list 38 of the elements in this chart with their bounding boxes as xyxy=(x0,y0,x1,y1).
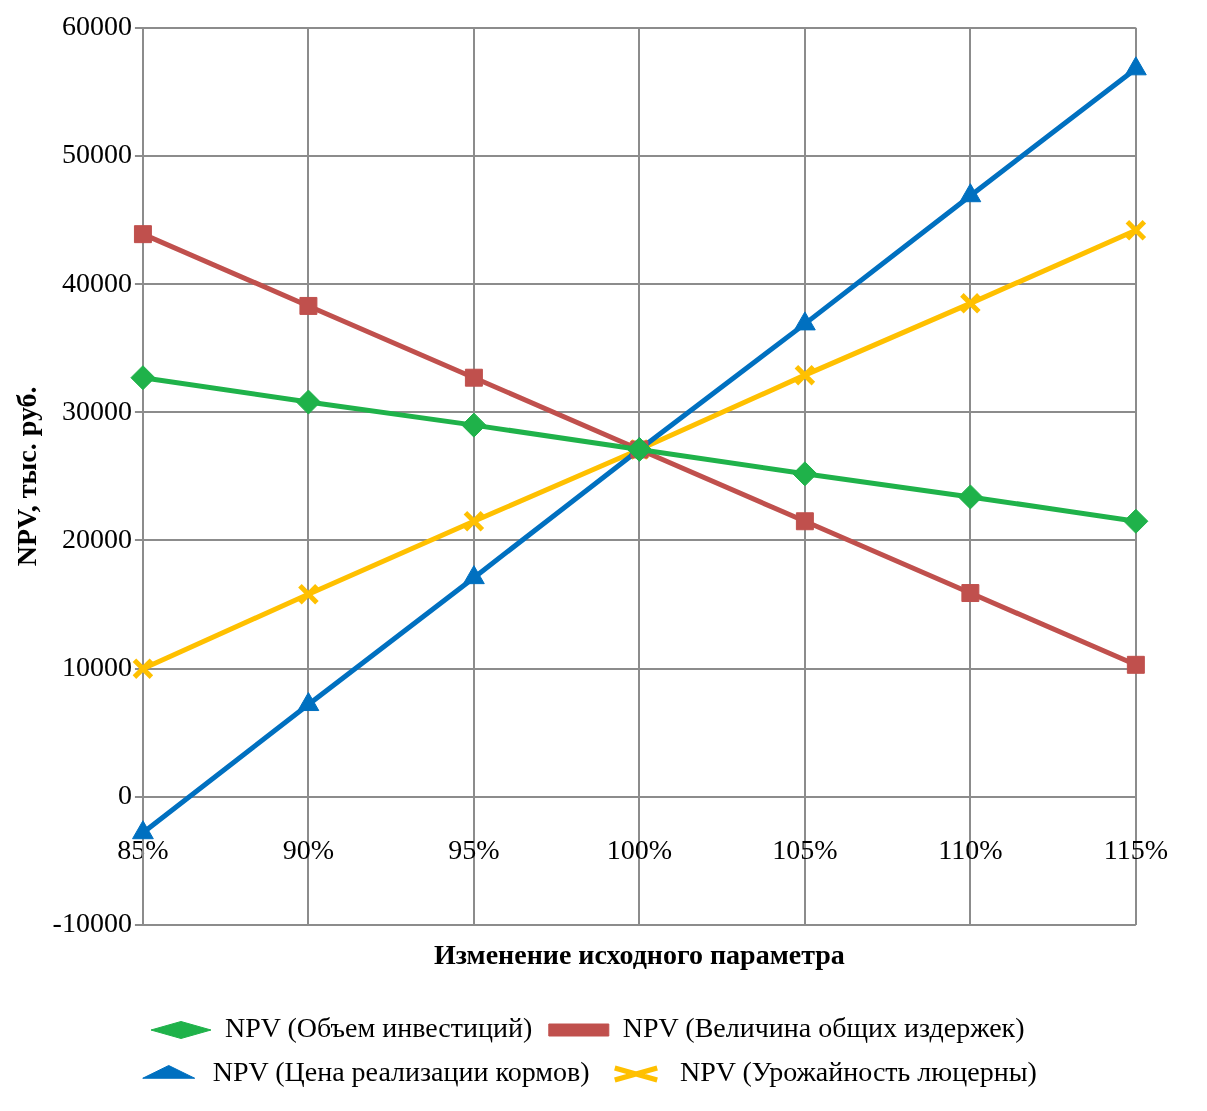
point xyxy=(131,657,154,680)
point xyxy=(959,292,982,315)
point xyxy=(1124,219,1147,242)
x-tick-label: 95% xyxy=(448,833,500,865)
point xyxy=(461,412,487,438)
y-tick-label: 10000 xyxy=(61,651,132,683)
point xyxy=(961,584,980,603)
y-axis-title: NPV, тыс. руб. xyxy=(11,386,43,567)
y-tick-label: -10000 xyxy=(52,907,132,939)
legend-label: NPV (Цена реализации кормов) xyxy=(212,1056,590,1088)
x-tick-label: 115% xyxy=(1103,833,1169,865)
point xyxy=(130,365,156,391)
point xyxy=(795,512,814,531)
point xyxy=(793,364,816,387)
point xyxy=(297,583,320,606)
x-tick-label: 100% xyxy=(606,833,673,865)
y-tick-label: 0 xyxy=(117,779,132,811)
legend-label: NPV (Урожайность люцерны) xyxy=(679,1056,1037,1088)
legend-label: NPV (Величина общих издержек) xyxy=(622,1012,1025,1044)
y-tick-label: 20000 xyxy=(61,522,132,554)
y-tick-label: 40000 xyxy=(61,266,132,298)
point xyxy=(133,225,152,244)
point xyxy=(1123,508,1149,534)
y-tick-label: 60000 xyxy=(61,10,132,42)
point xyxy=(462,510,485,533)
point xyxy=(464,368,483,387)
point xyxy=(957,484,983,510)
legend-label: NPV (Объем инвестиций) xyxy=(224,1012,533,1044)
point xyxy=(1126,655,1145,674)
x-tick-label: 110% xyxy=(938,833,1003,865)
point xyxy=(299,296,318,315)
x-tick-label: 90% xyxy=(282,833,335,865)
x-axis-title: Изменение исходного параметра xyxy=(433,939,845,971)
point xyxy=(792,461,818,487)
y-tick-label: 30000 xyxy=(61,394,132,426)
point xyxy=(295,389,321,415)
x-tick-label: 105% xyxy=(772,833,838,865)
y-tick-label: 50000 xyxy=(61,138,132,170)
